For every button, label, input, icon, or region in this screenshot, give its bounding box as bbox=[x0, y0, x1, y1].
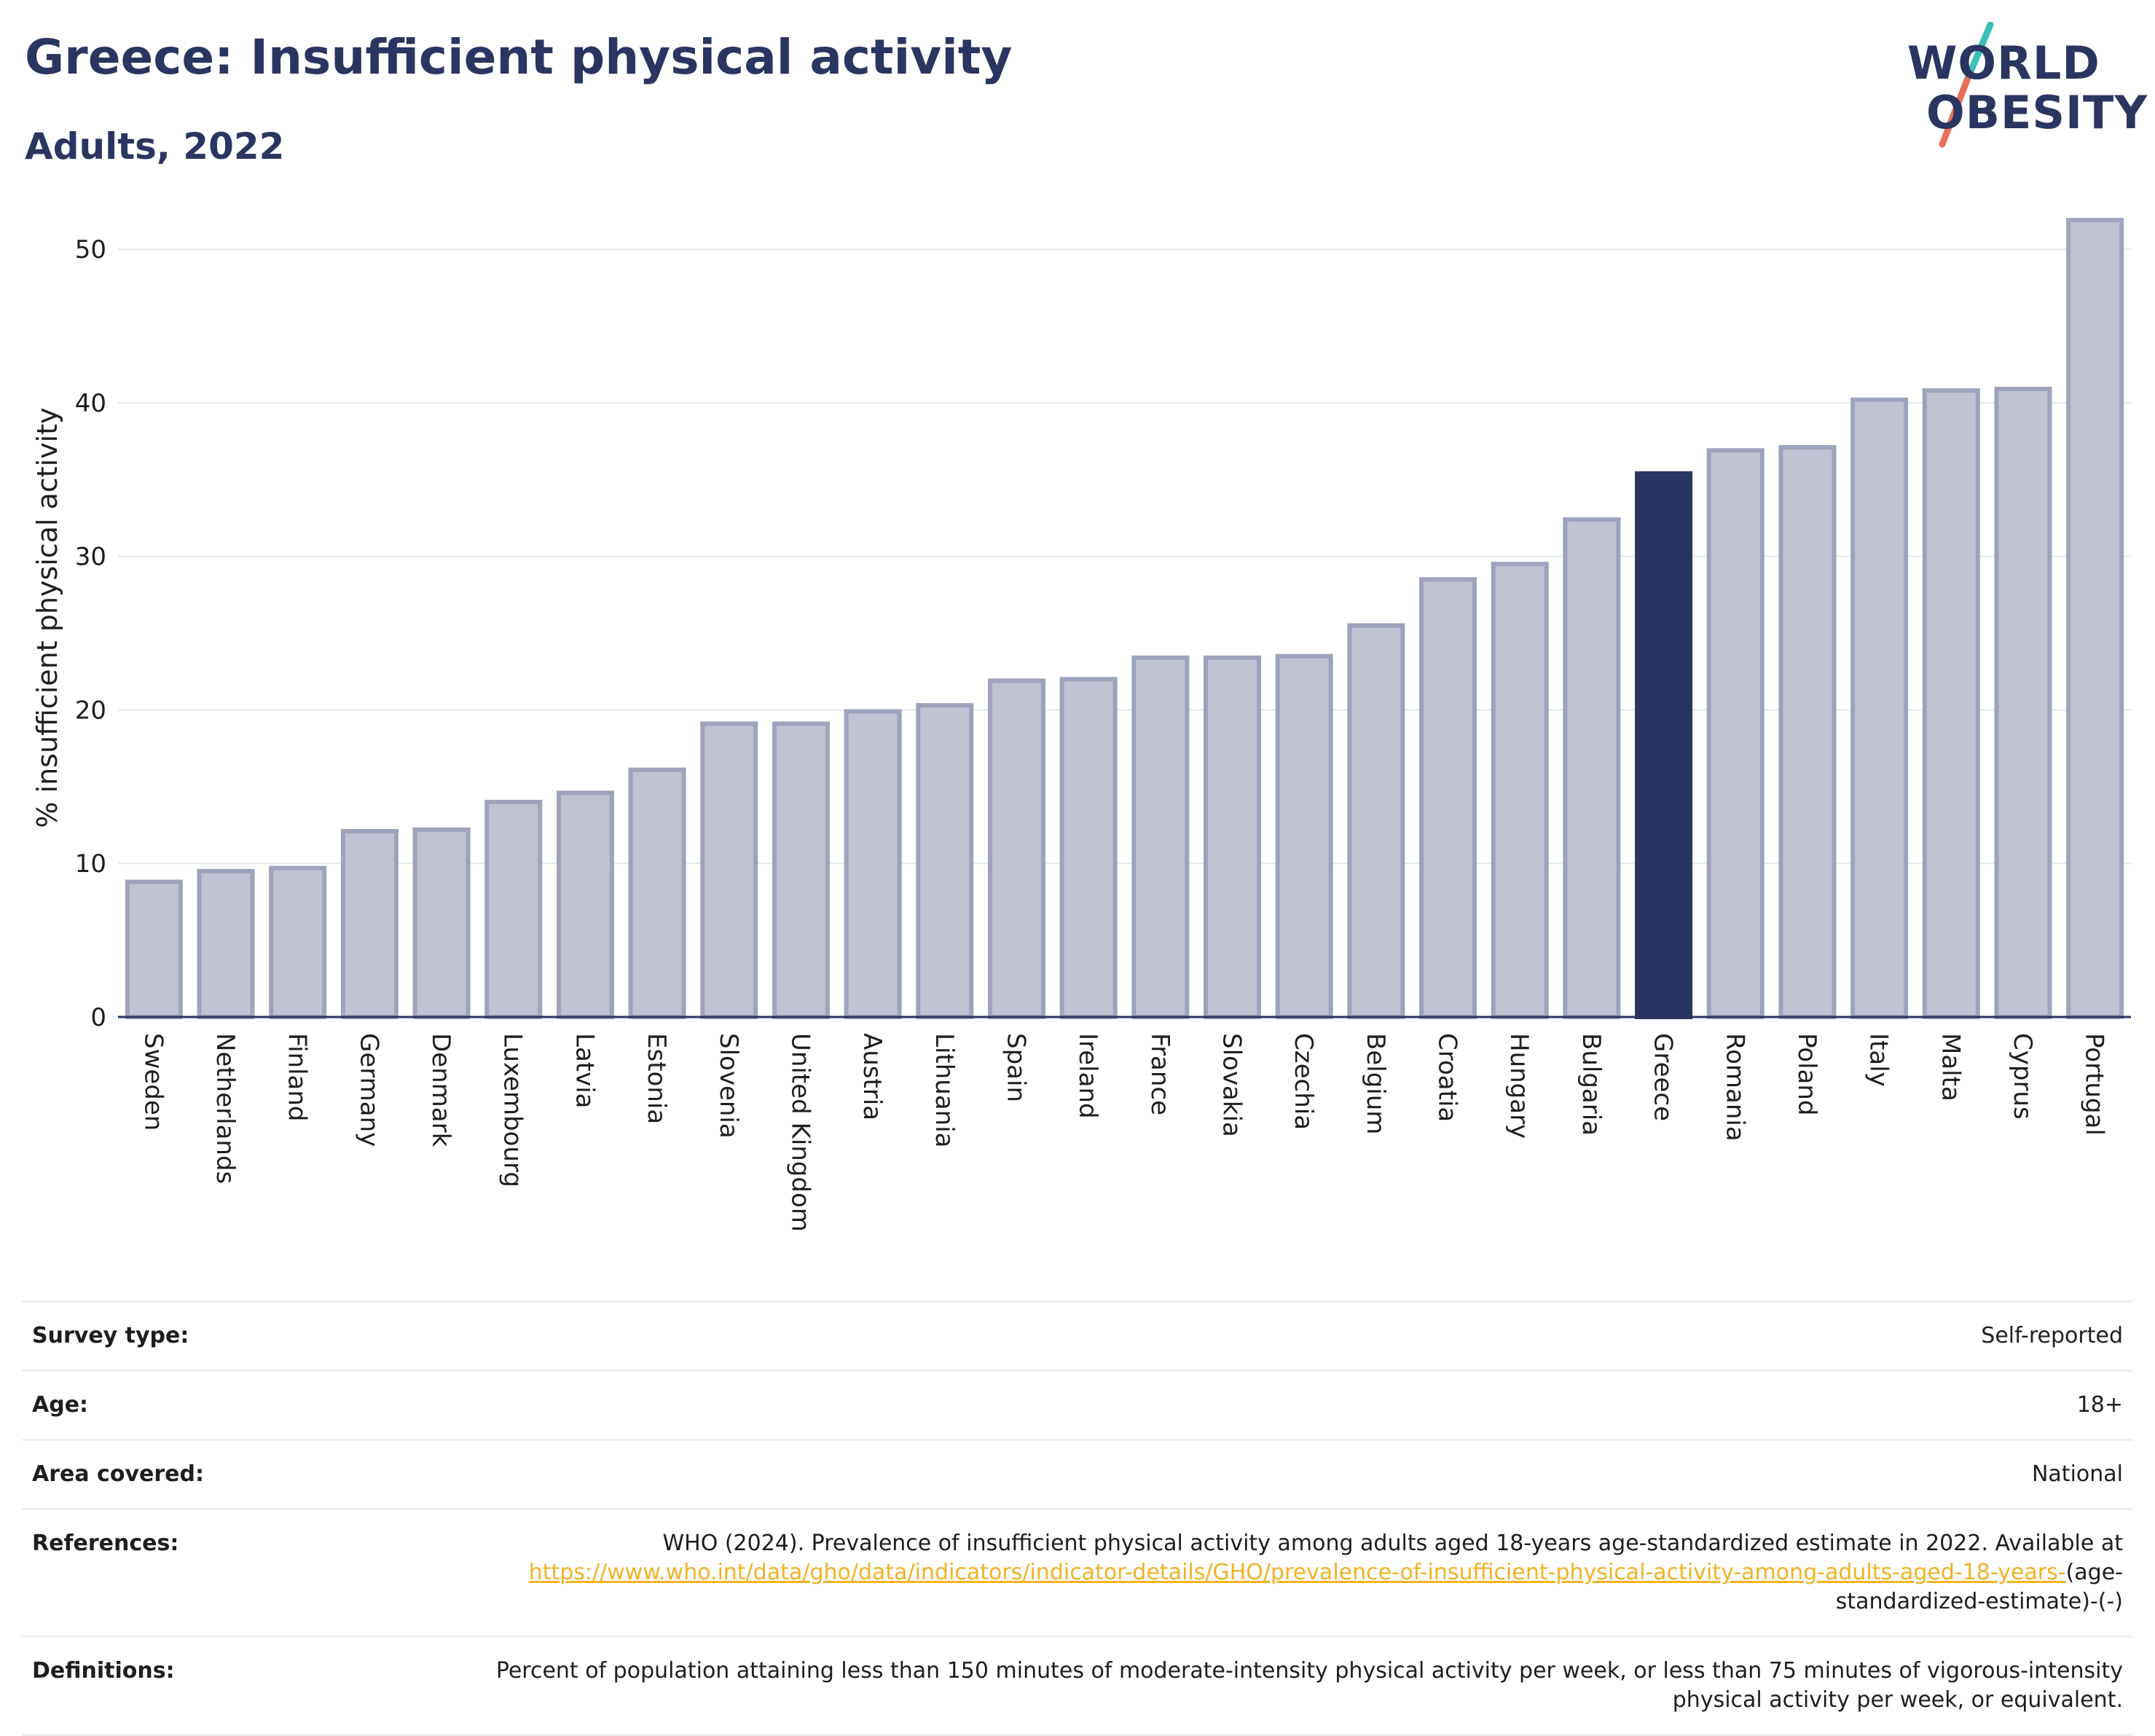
y-tick-label: 20 bbox=[75, 696, 106, 725]
y-tick-label: 30 bbox=[75, 543, 106, 572]
x-tick-label: Germany bbox=[354, 1033, 383, 1147]
bar-malta bbox=[1922, 388, 1980, 1019]
bar-latvia bbox=[556, 790, 614, 1019]
world-obesity-logo: WORLD OBESITY bbox=[1894, 22, 2147, 153]
bar-cyprus bbox=[1994, 386, 2052, 1019]
page-title: Greece: Insufficient physical activity bbox=[25, 29, 1013, 85]
bar-lithuania bbox=[916, 703, 974, 1020]
bar-czechia bbox=[1275, 653, 1333, 1019]
age-label: Age: bbox=[32, 1392, 89, 1418]
info-row-age: Age: 18+ bbox=[22, 1370, 2133, 1439]
bar-spain bbox=[987, 678, 1045, 1020]
y-tick-label: 10 bbox=[75, 849, 106, 879]
references-suffix: (age-standardized-estimate)-(-) bbox=[1835, 1560, 2123, 1614]
x-tick-label: Sweden bbox=[138, 1033, 168, 1131]
bar-luxembourg bbox=[484, 799, 543, 1020]
bar-hungary bbox=[1491, 562, 1549, 1019]
x-tick-label: Hungary bbox=[1504, 1033, 1534, 1139]
x-tick-label: Ireland bbox=[1073, 1033, 1102, 1119]
x-tick-label: Italy bbox=[1864, 1033, 1893, 1087]
definitions-label: Definitions: bbox=[32, 1658, 175, 1684]
bar-portugal bbox=[2066, 218, 2124, 1020]
y-tick-label: 40 bbox=[75, 389, 106, 418]
x-tick-label: Slovenia bbox=[714, 1033, 743, 1139]
x-tick-label: Luxembourg bbox=[498, 1033, 527, 1187]
x-tick-label: Denmark bbox=[426, 1033, 455, 1147]
y-axis-label: % insufficient physical activity bbox=[31, 407, 63, 828]
x-tick-label: Bulgaria bbox=[1577, 1033, 1606, 1136]
bar-poland bbox=[1778, 445, 1837, 1019]
bar-chart: 0 10 20 30 40 50 % insufficient physical activ… bbox=[31, 218, 2131, 1232]
x-tick-label: Estonia bbox=[642, 1033, 671, 1124]
bar-bulgaria bbox=[1563, 517, 1621, 1020]
age-value: 18+ bbox=[2076, 1392, 2123, 1418]
x-tick-label: Czechia bbox=[1289, 1033, 1318, 1130]
x-tick-label: Austria bbox=[857, 1033, 887, 1120]
definitions-value: Percent of population attaining less tha… bbox=[495, 1658, 2123, 1713]
x-tick-label: Netherlands bbox=[211, 1033, 240, 1184]
bar-slovenia bbox=[700, 721, 758, 1020]
references-text: WHO (2024). Prevalence of insufficient p… bbox=[662, 1531, 2123, 1556]
logo-word-obesity: OBESITY bbox=[1926, 86, 2148, 139]
references-label: References: bbox=[32, 1531, 179, 1556]
x-tick-label: Portugal bbox=[2080, 1033, 2109, 1136]
x-tick-label: Lithuania bbox=[930, 1033, 959, 1147]
survey-type-label: Survey type: bbox=[32, 1323, 189, 1348]
info-row-survey-type: Survey type: Self-reported bbox=[22, 1300, 2133, 1370]
x-tick-label: Croatia bbox=[1433, 1033, 1462, 1122]
x-tick-label: Slovakia bbox=[1217, 1033, 1247, 1137]
x-tick-label: Spain bbox=[1001, 1033, 1030, 1102]
bar-croatia bbox=[1419, 577, 1477, 1019]
x-tick-label: Malta bbox=[1936, 1033, 1965, 1101]
survey-type-value: Self-reported bbox=[1981, 1323, 2123, 1348]
bar-united-kingdom bbox=[772, 721, 830, 1020]
x-tick-label: Greece bbox=[1649, 1033, 1678, 1121]
bar-italy bbox=[1850, 397, 1909, 1019]
bar-belgium bbox=[1347, 623, 1405, 1019]
references-value: WHO (2024). Prevalence of insufficient p… bbox=[411, 1529, 2123, 1617]
bar-finland bbox=[269, 865, 327, 1019]
x-tick-label: Cyprus bbox=[2008, 1033, 2037, 1120]
references-link[interactable]: https://www.who.int/data/gho/data/indica… bbox=[528, 1560, 2066, 1585]
bar-romania bbox=[1706, 448, 1765, 1019]
area-label: Area covered: bbox=[32, 1461, 204, 1487]
x-tick-label: Romania bbox=[1720, 1033, 1749, 1142]
bar-greece bbox=[1635, 471, 1693, 1019]
bar-estonia bbox=[628, 767, 686, 1020]
x-tick-label: Belgium bbox=[1361, 1033, 1390, 1134]
metadata-table: Survey type: Self-reported Age: 18+ Area… bbox=[22, 1300, 2133, 1736]
bar-denmark bbox=[412, 827, 471, 1019]
bar-france bbox=[1131, 655, 1190, 1019]
x-tick-label: Poland bbox=[1792, 1033, 1821, 1116]
bar-slovakia bbox=[1204, 655, 1262, 1019]
bar-netherlands bbox=[197, 868, 255, 1019]
area-value: National bbox=[2031, 1461, 2123, 1487]
bar-ireland bbox=[1059, 677, 1118, 1019]
y-tick-label: 0 bbox=[90, 1003, 106, 1032]
y-tick-label: 50 bbox=[75, 235, 106, 264]
info-row-definitions: Definitions: Percent of population attai… bbox=[22, 1635, 2133, 1736]
x-tick-label: United Kingdom bbox=[785, 1033, 814, 1232]
page-subtitle: Adults, 2022 bbox=[25, 125, 285, 168]
bar-sweden bbox=[125, 879, 183, 1019]
logo-word-world: WORLD bbox=[1907, 36, 2100, 90]
info-row-references: References: WHO (2024). Prevalence of in… bbox=[22, 1508, 2133, 1635]
x-tick-label: Finland bbox=[283, 1033, 312, 1122]
x-tick-label: Latvia bbox=[570, 1033, 599, 1109]
info-row-area: Area covered: National bbox=[22, 1439, 2133, 1508]
bar-germany bbox=[340, 828, 399, 1019]
bar-austria bbox=[844, 709, 902, 1019]
x-tick-label: France bbox=[1145, 1033, 1174, 1115]
logo-slash-icon bbox=[1939, 22, 1994, 148]
